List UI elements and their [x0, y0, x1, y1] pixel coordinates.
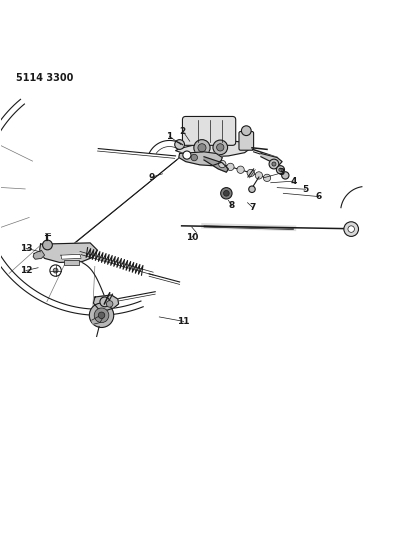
Circle shape [348, 226, 355, 232]
Polygon shape [39, 243, 98, 262]
Polygon shape [33, 250, 44, 259]
Polygon shape [204, 157, 228, 172]
Text: 6: 6 [315, 192, 322, 201]
Circle shape [344, 222, 359, 237]
Circle shape [247, 169, 255, 176]
Circle shape [183, 151, 191, 159]
Circle shape [89, 303, 114, 327]
Text: 8: 8 [228, 201, 235, 210]
Text: 10: 10 [186, 233, 198, 242]
Text: 9: 9 [149, 173, 155, 182]
FancyBboxPatch shape [64, 261, 79, 265]
Circle shape [255, 172, 263, 179]
Circle shape [272, 162, 276, 166]
Polygon shape [175, 141, 253, 157]
Circle shape [98, 312, 105, 319]
Circle shape [237, 166, 244, 173]
Circle shape [282, 172, 289, 179]
Circle shape [213, 140, 228, 155]
Circle shape [50, 265, 61, 276]
Polygon shape [179, 152, 222, 166]
Text: 2: 2 [180, 127, 186, 135]
Circle shape [100, 297, 110, 307]
Polygon shape [61, 254, 81, 259]
Circle shape [221, 188, 232, 199]
FancyBboxPatch shape [182, 117, 236, 146]
Circle shape [279, 168, 282, 171]
Text: 13: 13 [20, 244, 32, 253]
Circle shape [53, 268, 58, 273]
Circle shape [42, 240, 52, 250]
Text: 5: 5 [302, 185, 309, 193]
Text: 11: 11 [177, 317, 190, 326]
Polygon shape [261, 154, 282, 165]
Polygon shape [92, 316, 103, 324]
Circle shape [94, 308, 109, 322]
Text: 12: 12 [20, 266, 32, 275]
Text: 5114 3300: 5114 3300 [16, 74, 73, 83]
Text: 3: 3 [278, 168, 284, 177]
Circle shape [191, 154, 197, 161]
Text: 7: 7 [250, 203, 256, 212]
Text: 1: 1 [166, 132, 173, 141]
Circle shape [227, 163, 234, 171]
Circle shape [249, 186, 255, 192]
Circle shape [276, 166, 284, 174]
Circle shape [264, 174, 271, 182]
Circle shape [224, 190, 229, 196]
Text: 4: 4 [290, 176, 297, 185]
Circle shape [106, 301, 113, 307]
Circle shape [269, 159, 279, 169]
Circle shape [217, 144, 224, 151]
Circle shape [198, 144, 206, 152]
Circle shape [194, 140, 210, 156]
Circle shape [175, 140, 184, 149]
FancyBboxPatch shape [239, 132, 254, 150]
Circle shape [219, 160, 226, 168]
Circle shape [242, 126, 251, 135]
Polygon shape [93, 295, 119, 310]
